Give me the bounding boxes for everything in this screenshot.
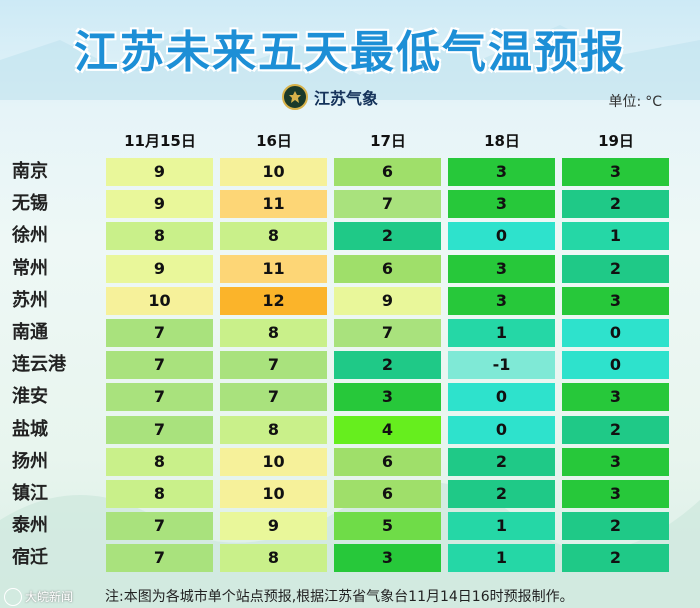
temperature-cell: 2 bbox=[562, 416, 669, 444]
unit-label: 单位: °C bbox=[609, 91, 663, 111]
temperature-cell: 6 bbox=[334, 480, 441, 508]
temperature-cell: 7 bbox=[106, 319, 213, 347]
temperature-cell: 2 bbox=[448, 448, 555, 476]
temperature-cell: 3 bbox=[562, 448, 669, 476]
temperature-cell: 3 bbox=[448, 287, 555, 315]
temperature-cell: 7 bbox=[106, 512, 213, 540]
page-title: 江苏未来五天最低气温预报 bbox=[74, 27, 626, 78]
temperature-cell: 3 bbox=[562, 287, 669, 315]
city-name: 淮安 bbox=[12, 386, 48, 407]
city-name: 南京 bbox=[12, 161, 48, 182]
watermark: 大皖新闻 bbox=[4, 586, 73, 608]
temperature-cell: 3 bbox=[562, 480, 669, 508]
temperature-cell: 0 bbox=[448, 222, 555, 250]
temperature-cell: 10 bbox=[220, 158, 327, 186]
temperature-cell: 1 bbox=[448, 319, 555, 347]
temperature-cell: 2 bbox=[562, 544, 669, 572]
temperature-cell: 2 bbox=[562, 255, 669, 283]
temperature-cell: 3 bbox=[562, 383, 669, 411]
temperature-cell: 7 bbox=[106, 544, 213, 572]
watermark-text: 大皖新闻 bbox=[25, 590, 74, 604]
temperature-cell: 1 bbox=[448, 544, 555, 572]
footer-note: 注:本图为各城市单个站点预报,根据江苏省气象台11月14日16时预报制作。 bbox=[105, 589, 574, 605]
unit-value: °C bbox=[645, 94, 662, 110]
city-name: 苏州 bbox=[12, 290, 48, 311]
city-name: 盐城 bbox=[12, 419, 48, 440]
temperature-cell: 0 bbox=[448, 383, 555, 411]
temperature-cell: 9 bbox=[106, 255, 213, 283]
temperature-cell: 7 bbox=[106, 383, 213, 411]
footer: 大皖新闻 注:本图为各城市单个站点预报,根据江苏省气象台11月14日16时预报制… bbox=[0, 586, 700, 608]
temperature-cell: -1 bbox=[448, 351, 555, 379]
city-name: 泰州 bbox=[12, 515, 48, 536]
column-header: 18日 bbox=[484, 132, 520, 150]
city-name: 宿迁 bbox=[12, 547, 48, 568]
temperature-cell: 0 bbox=[448, 416, 555, 444]
watermark-icon bbox=[4, 588, 22, 606]
column-header: 16日 bbox=[256, 132, 292, 150]
temperature-cell: 7 bbox=[106, 351, 213, 379]
city-name: 连云港 bbox=[12, 354, 66, 375]
temperature-cell: 3 bbox=[334, 383, 441, 411]
city-name: 南通 bbox=[12, 322, 48, 343]
temperature-cell: 7 bbox=[220, 383, 327, 411]
agency-name: 江苏气象 bbox=[314, 89, 379, 108]
column-header: 11月15日 bbox=[124, 132, 196, 150]
temperature-cell: 10 bbox=[220, 480, 327, 508]
temperature-cell: 0 bbox=[562, 351, 669, 379]
temperature-cell: 2 bbox=[334, 351, 441, 379]
city-name: 徐州 bbox=[12, 225, 48, 246]
temperature-cell: 3 bbox=[448, 190, 555, 218]
temperature-cell: 8 bbox=[220, 416, 327, 444]
temperature-cell: 8 bbox=[106, 222, 213, 250]
temperature-cell: 7 bbox=[334, 190, 441, 218]
temperature-cell: 6 bbox=[334, 448, 441, 476]
temperature-cell: 8 bbox=[220, 222, 327, 250]
temperature-cell: 2 bbox=[448, 480, 555, 508]
temperature-cell: 9 bbox=[106, 190, 213, 218]
temperature-cell: 7 bbox=[334, 319, 441, 347]
temperature-cell: 7 bbox=[220, 351, 327, 379]
city-name: 镇江 bbox=[12, 483, 48, 504]
temperature-cell: 8 bbox=[106, 480, 213, 508]
temperature-cell: 10 bbox=[220, 448, 327, 476]
temperature-cell: 11 bbox=[220, 190, 327, 218]
column-header: 19日 bbox=[598, 132, 634, 150]
temperature-cell: 8 bbox=[106, 448, 213, 476]
unit-caption: 单位: bbox=[608, 94, 642, 110]
city-name: 常州 bbox=[12, 258, 48, 279]
temperature-cell: 8 bbox=[220, 319, 327, 347]
temperature-cell: 0 bbox=[562, 319, 669, 347]
agency-logo: 江苏气象 bbox=[282, 84, 378, 110]
temperature-cell: 12 bbox=[220, 287, 327, 315]
temperature-cell: 11 bbox=[220, 255, 327, 283]
temperature-cell: 4 bbox=[334, 416, 441, 444]
city-name: 扬州 bbox=[12, 451, 48, 472]
temperature-cell: 3 bbox=[334, 544, 441, 572]
temperature-cell: 9 bbox=[334, 287, 441, 315]
temperature-cell: 2 bbox=[562, 190, 669, 218]
temperature-cell: 6 bbox=[334, 255, 441, 283]
temperature-cell: 9 bbox=[220, 512, 327, 540]
temperature-cell: 2 bbox=[562, 512, 669, 540]
temperature-cell: 3 bbox=[562, 158, 669, 186]
temperature-cell: 1 bbox=[448, 512, 555, 540]
temperature-cell: 9 bbox=[106, 158, 213, 186]
weather-bureau-emblem-icon bbox=[282, 84, 308, 110]
temperature-cell: 10 bbox=[106, 287, 213, 315]
temperature-cell: 2 bbox=[334, 222, 441, 250]
temperature-cell: 3 bbox=[448, 158, 555, 186]
temperature-cell: 1 bbox=[562, 222, 669, 250]
column-header: 17日 bbox=[370, 132, 406, 150]
temperature-cell: 8 bbox=[220, 544, 327, 572]
temperature-cell: 5 bbox=[334, 512, 441, 540]
temperature-cell: 7 bbox=[106, 416, 213, 444]
temperature-cell: 3 bbox=[448, 255, 555, 283]
temperature-cell: 6 bbox=[334, 158, 441, 186]
city-name: 无锡 bbox=[12, 193, 48, 214]
